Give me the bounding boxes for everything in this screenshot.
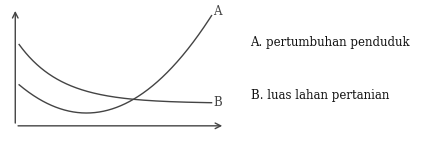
Text: B: B (214, 96, 222, 109)
Text: A. pertumbuhan penduduk: A. pertumbuhan penduduk (251, 36, 410, 49)
Text: B. luas lahan pertanian: B. luas lahan pertanian (251, 89, 389, 102)
Text: A: A (214, 5, 222, 18)
